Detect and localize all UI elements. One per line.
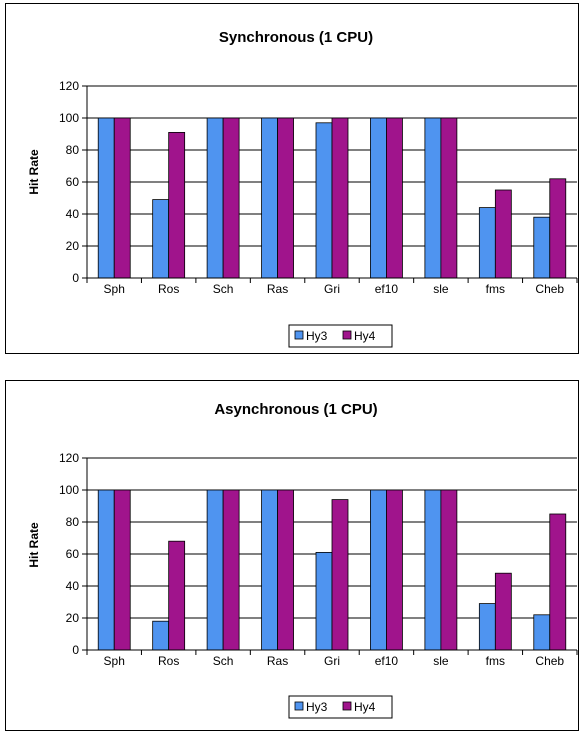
bar-hy4-sph bbox=[113, 489, 131, 651]
bar-hy4-sle bbox=[440, 117, 458, 279]
legend-label-hy4: Hy4 bbox=[354, 700, 376, 714]
x-tick-label: sle bbox=[433, 654, 449, 668]
bar-hy4-ras bbox=[277, 489, 294, 651]
legend: Hy3 Hy4 bbox=[288, 695, 393, 719]
plot-area: 0 20 40 60 80 100 120 Sph Ros Sch Ras Gri ef10 sle fms… bbox=[59, 79, 578, 296]
x-tick-label: sle bbox=[433, 282, 449, 296]
chart-svg: Synchronous (1 CPU) Hit Rate 0 20 40 60 80 10… bbox=[27, 29, 578, 348]
legend-swatch-hy4 bbox=[342, 330, 352, 340]
bar-hy3-sph bbox=[97, 117, 115, 279]
bar-hy3-sch bbox=[206, 117, 224, 279]
bar-hy4-sle bbox=[440, 489, 458, 651]
x-tick-label: fms bbox=[486, 282, 505, 296]
y-tick-label: 80 bbox=[66, 515, 80, 529]
chart-title: Asynchronous (1 CPU) bbox=[214, 401, 377, 418]
bar-hy4-sch bbox=[222, 117, 240, 279]
chart-svg: Asynchronous (1 CPU) Hit Rate 0 20 40 60 80 1… bbox=[27, 401, 578, 719]
legend: Hy3 Hy4 bbox=[288, 324, 393, 348]
bar-hy3-ros bbox=[152, 620, 170, 651]
legend-swatch-hy3 bbox=[294, 330, 304, 340]
x-tick-label: Cheb bbox=[535, 654, 564, 668]
bar-hy3-sch bbox=[206, 489, 224, 651]
bar-hy4-sph bbox=[113, 117, 131, 279]
x-tick-label: Sph bbox=[104, 654, 125, 668]
bar-hy3-ef10 bbox=[370, 117, 387, 279]
bar-hy4-ros bbox=[168, 540, 186, 651]
y-tick-label: 100 bbox=[59, 111, 79, 125]
y-tick-label: 0 bbox=[72, 643, 79, 657]
bar-hy4-ras bbox=[277, 117, 294, 279]
y-tick-label: 40 bbox=[66, 579, 80, 593]
bar-hy3-sle bbox=[424, 117, 442, 279]
x-tick-label: ef10 bbox=[375, 654, 399, 668]
x-tick-label: Ros bbox=[158, 654, 179, 668]
chart-title: Synchronous (1 CPU) bbox=[219, 29, 373, 46]
chart-asynchronous: Asynchronous (1 CPU) Hit Rate 0 20 40 60 80 1… bbox=[5, 380, 579, 731]
bar-hy3-fms bbox=[478, 207, 496, 279]
x-tick-label: fms bbox=[486, 654, 505, 668]
bar-hy4-cheb bbox=[549, 178, 567, 279]
bar-hy4-ef10 bbox=[386, 489, 403, 651]
y-tick-label: 20 bbox=[66, 239, 80, 253]
bar-hy4-cheb bbox=[549, 513, 567, 651]
x-tick-label: Sph bbox=[104, 282, 125, 296]
bar-hy3-ras bbox=[261, 117, 278, 279]
bar-hy4-ef10 bbox=[386, 117, 403, 279]
bar-hy4-sch bbox=[222, 489, 240, 651]
x-tick-label: Sch bbox=[213, 654, 234, 668]
bar-hy3-ef10 bbox=[370, 489, 387, 651]
bar-hy3-sle bbox=[424, 489, 442, 651]
legend-label-hy3: Hy3 bbox=[306, 700, 328, 714]
bar-hy3-ras bbox=[261, 489, 278, 651]
x-tick-label: Gri bbox=[324, 282, 340, 296]
y-tick-label: 100 bbox=[59, 483, 79, 497]
bar-hy4-fms bbox=[494, 189, 512, 279]
bar-hy3-fms bbox=[478, 603, 496, 651]
legend-swatch-hy3 bbox=[294, 701, 304, 711]
x-tick-label: Gri bbox=[324, 654, 340, 668]
y-axis-label: Hit Rate bbox=[27, 149, 41, 195]
bar-hy4-ros bbox=[168, 131, 186, 279]
legend-box bbox=[288, 324, 393, 348]
y-tick-label: 120 bbox=[59, 79, 79, 93]
y-tick-label: 80 bbox=[66, 143, 80, 157]
x-tick-label: ef10 bbox=[375, 282, 399, 296]
y-tick-label: 0 bbox=[72, 271, 79, 285]
bar-hy3-sph bbox=[97, 489, 115, 651]
legend-label-hy3: Hy3 bbox=[306, 329, 328, 343]
legend-swatch-hy4 bbox=[342, 701, 352, 711]
x-tick-label: Ros bbox=[158, 282, 179, 296]
legend-label-hy4: Hy4 bbox=[354, 329, 376, 343]
y-tick-label: 60 bbox=[66, 175, 80, 189]
bar-hy4-gri bbox=[331, 499, 349, 651]
bar-hy3-ros bbox=[152, 199, 170, 279]
y-tick-label: 120 bbox=[59, 451, 79, 465]
y-tick-label: 20 bbox=[66, 611, 80, 625]
x-tick-label: Ras bbox=[267, 282, 288, 296]
chart-synchronous: Synchronous (1 CPU) Hit Rate 0 20 40 60 80 10… bbox=[5, 3, 579, 354]
y-tick-label: 60 bbox=[66, 547, 80, 561]
y-axis-label: Hit Rate bbox=[27, 522, 41, 568]
x-tick-label: Sch bbox=[213, 282, 234, 296]
bar-hy4-fms bbox=[494, 572, 512, 651]
bar-hy3-gri bbox=[315, 551, 333, 651]
bar-hy3-gri bbox=[315, 122, 333, 279]
bar-hy3-cheb bbox=[533, 216, 551, 279]
legend-box bbox=[288, 695, 393, 719]
x-tick-label: Ras bbox=[267, 654, 288, 668]
bar-hy3-cheb bbox=[533, 614, 551, 651]
x-tick-label: Cheb bbox=[535, 282, 564, 296]
plot-area: 0 20 40 60 80 100 120 Sph Ros Sch Ras Gri ef10 sle fms… bbox=[59, 451, 578, 668]
y-tick-label: 40 bbox=[66, 207, 80, 221]
bar-hy4-gri bbox=[331, 117, 349, 279]
